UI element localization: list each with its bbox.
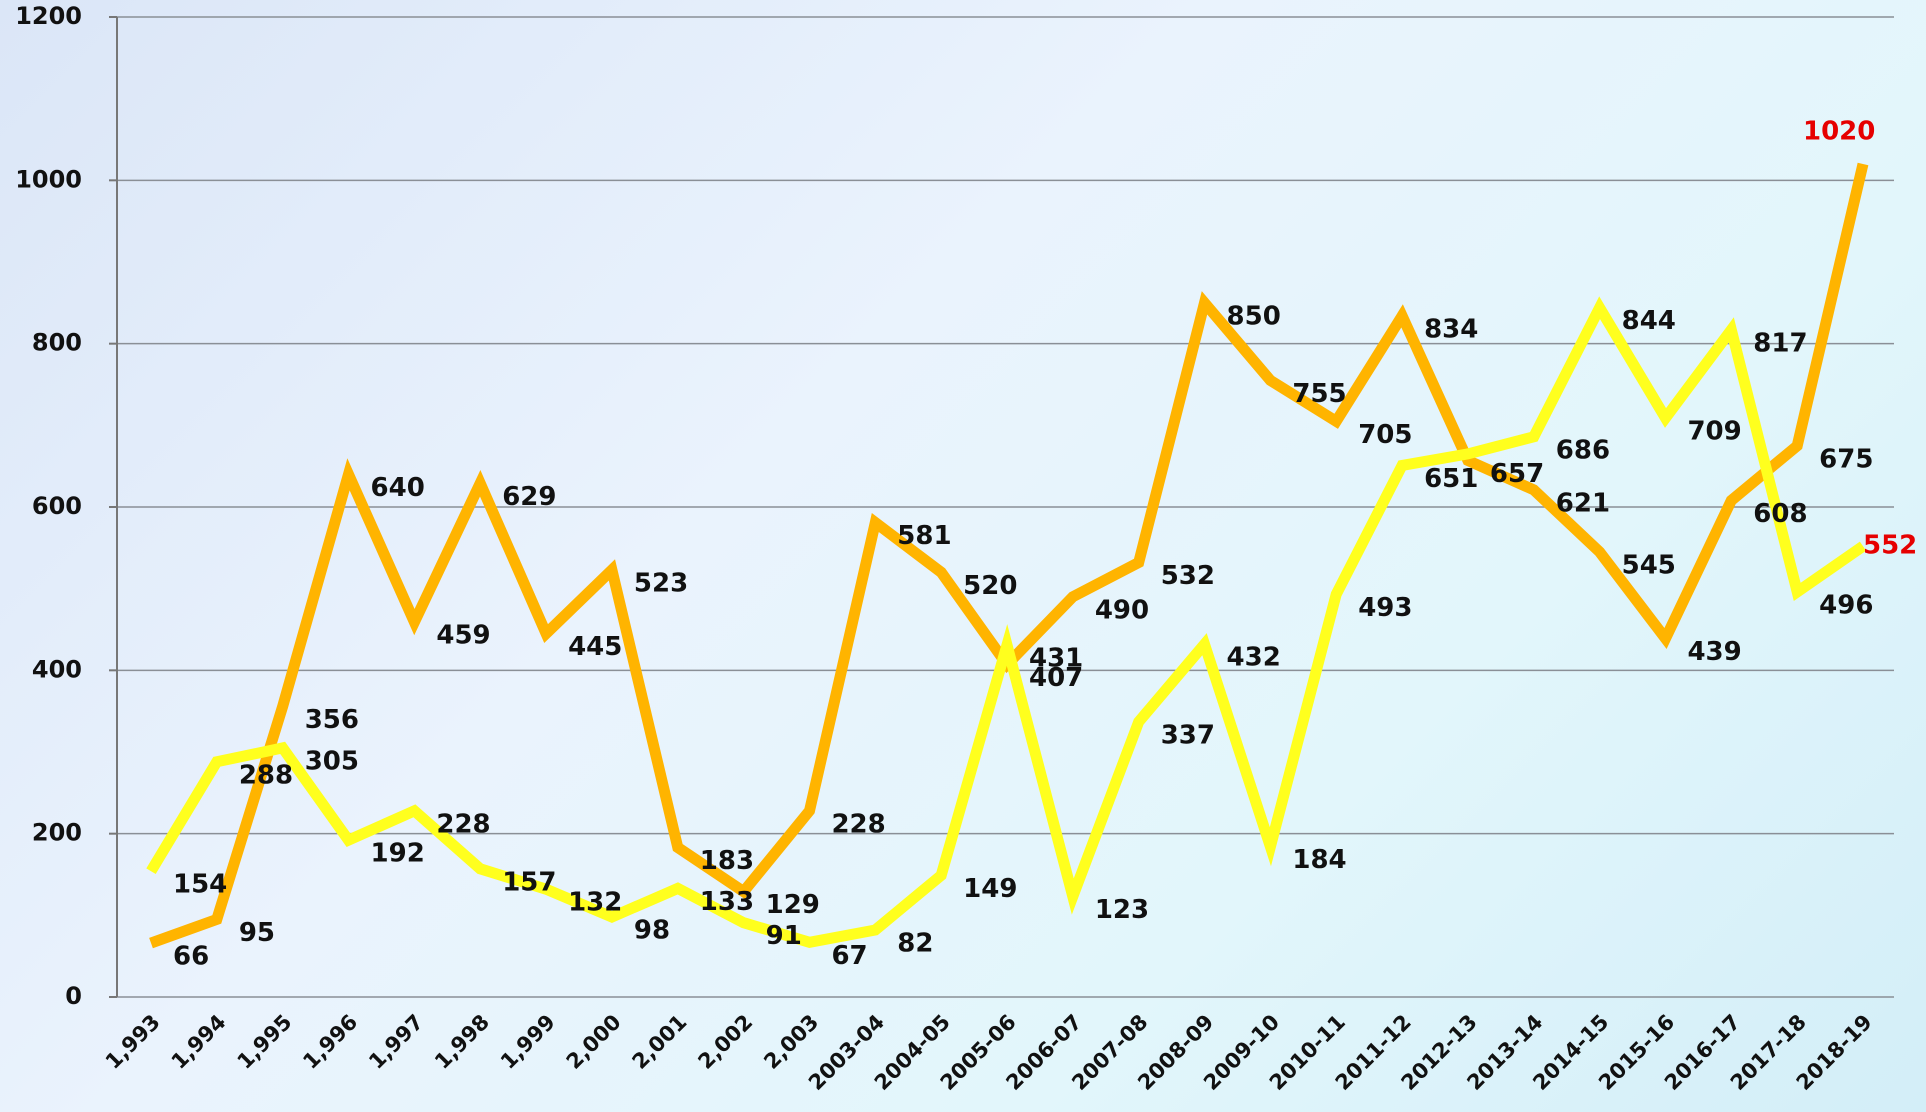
data-label: 228 [436, 809, 490, 839]
data-label: 149 [963, 874, 1017, 904]
data-label: 621 [1556, 488, 1610, 518]
data-label: 305 [305, 746, 359, 776]
data-label: 490 [1095, 595, 1149, 625]
series-line [146, 296, 1867, 948]
x-tick-label: 1,993 [101, 1010, 165, 1074]
data-label: 493 [1358, 593, 1412, 623]
data-label: 459 [436, 621, 490, 651]
data-label: 132 [568, 888, 622, 918]
x-tick-label: 2,003 [759, 1010, 823, 1074]
y-tick-label: 1000 [15, 165, 82, 193]
data-label: 184 [1292, 845, 1346, 875]
data-label: 545 [1622, 550, 1676, 580]
data-label: 552 [1863, 531, 1917, 561]
data-label: 834 [1424, 314, 1478, 344]
data-label: 709 [1687, 416, 1741, 446]
data-label: 629 [502, 482, 556, 512]
data-label: 95 [239, 918, 275, 948]
y-tick-label: 400 [32, 655, 82, 683]
series-line [149, 162, 1869, 949]
data-label: 705 [1358, 420, 1412, 450]
data-label: 608 [1753, 499, 1807, 529]
y-tick-label: 0 [65, 982, 82, 1010]
data-label: 192 [371, 839, 425, 869]
data-label: 640 [371, 473, 425, 503]
data-label: 532 [1161, 561, 1215, 591]
data-label: 439 [1687, 637, 1741, 667]
labels: 66 95 356 640 459 629 445 523 183 129 228 581 520 407… [173, 117, 1917, 972]
data-label: 657 [1490, 459, 1544, 489]
y-tick-label: 200 [32, 819, 82, 847]
data-label: 850 [1227, 301, 1281, 331]
data-label: 523 [634, 568, 688, 598]
data-label: 651 [1424, 464, 1478, 494]
lines [146, 162, 1869, 949]
data-label: 154 [173, 870, 227, 900]
data-label: 755 [1292, 379, 1346, 409]
data-label: 288 [239, 760, 293, 790]
data-label: 123 [1095, 895, 1149, 925]
data-label: 337 [1161, 720, 1215, 750]
data-label: 66 [173, 942, 209, 972]
data-label: 157 [502, 867, 556, 897]
data-label: 82 [897, 929, 933, 959]
data-label: 581 [897, 521, 951, 551]
data-label: 356 [305, 705, 359, 735]
x-tick-label: 1,997 [364, 1010, 428, 1074]
x-tick-label: 1,999 [496, 1010, 560, 1074]
x-tick-label: 1,995 [233, 1010, 297, 1074]
data-label: 228 [831, 809, 885, 839]
data-label: 817 [1753, 328, 1807, 358]
x-tick-label: 1,998 [430, 1010, 494, 1074]
data-label: 520 [963, 571, 1017, 601]
x-tick-label: 2,002 [693, 1010, 757, 1074]
x-tick-label: 2,001 [628, 1010, 692, 1074]
data-label: 445 [568, 632, 622, 662]
data-label: 67 [831, 941, 867, 971]
y-tick-label: 800 [32, 329, 82, 357]
y-tick-label: 1200 [15, 2, 82, 30]
data-label: 844 [1622, 306, 1676, 336]
data-label: 91 [766, 921, 802, 951]
y-tick-label: 600 [32, 492, 82, 520]
data-label: 129 [766, 890, 820, 920]
x-tick-label: 2,000 [562, 1010, 626, 1074]
data-label: 1020 [1803, 117, 1875, 147]
data-label: 98 [634, 915, 670, 945]
data-label: 686 [1556, 435, 1610, 465]
data-label: 133 [700, 887, 754, 917]
x-tick-label: 1,996 [298, 1010, 362, 1074]
data-label: 407 [1029, 663, 1083, 693]
data-label: 675 [1819, 444, 1873, 474]
data-label: 431 [1029, 644, 1083, 674]
data-label: 496 [1819, 590, 1873, 620]
data-label: 432 [1227, 643, 1281, 673]
x-tick-label: 1,994 [167, 1010, 231, 1074]
data-label: 183 [700, 846, 754, 876]
